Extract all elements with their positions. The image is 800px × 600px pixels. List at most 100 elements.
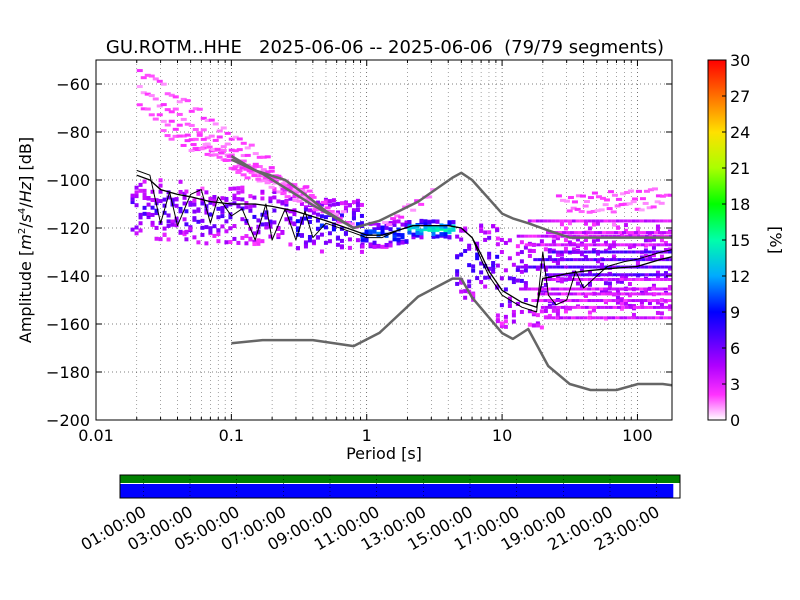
psd-cell <box>419 235 424 240</box>
psd-cell <box>571 277 576 281</box>
psd-cell <box>240 217 245 222</box>
psd-cell <box>307 238 312 243</box>
psd-cell <box>511 280 516 285</box>
psd-cell <box>288 196 293 201</box>
psd-cell <box>564 273 569 277</box>
psd-cell <box>579 268 584 273</box>
psd-cell <box>188 138 195 142</box>
psd-cell <box>368 231 373 236</box>
psd-cell <box>268 196 273 201</box>
psd-cell <box>652 305 657 309</box>
psd-cell <box>140 107 147 111</box>
psd-cell <box>623 250 628 254</box>
psd-cell <box>200 225 205 230</box>
psd-cell <box>532 265 537 269</box>
psd-cell <box>443 234 448 239</box>
psd-cell <box>134 190 139 195</box>
psd-cell <box>559 222 564 227</box>
psd-cell <box>663 193 670 197</box>
psd-cell <box>587 219 592 223</box>
psd-cell <box>595 219 600 223</box>
psd-cell <box>639 316 644 320</box>
colorbar-tick-label: 6 <box>730 339 740 358</box>
psd-cell <box>596 234 601 238</box>
psd-cell <box>516 234 521 238</box>
psd-cell <box>212 233 217 238</box>
psd-cell <box>664 305 669 309</box>
psd-cell <box>150 197 155 202</box>
psd-cell <box>577 292 582 296</box>
psd-cell <box>360 242 365 247</box>
psd-cell <box>252 242 257 247</box>
psd-cell <box>467 246 472 251</box>
psd-cell <box>567 219 572 223</box>
psd-cell <box>583 250 588 254</box>
psd-cell <box>639 250 644 254</box>
psd-cell <box>644 243 649 247</box>
psd-cell <box>555 219 560 223</box>
psd-cell <box>495 254 500 259</box>
psd-cell <box>272 187 277 192</box>
psd-cell <box>520 265 525 269</box>
psd-cell <box>268 179 275 183</box>
psd-cell <box>583 255 588 260</box>
psd-cell <box>648 243 653 247</box>
psd-cell <box>527 219 532 223</box>
psd-cell <box>651 219 656 223</box>
psd-cell <box>184 139 191 143</box>
psd-cell <box>643 250 648 254</box>
psd-cell <box>649 258 654 262</box>
psd-cell <box>231 167 238 171</box>
psd-cell <box>631 287 636 291</box>
psd-cell <box>150 212 155 217</box>
colorbar-tick-label: 24 <box>730 123 750 142</box>
psd-cell <box>528 265 533 269</box>
psd-cell <box>312 208 319 212</box>
psd-cell <box>602 203 609 207</box>
psd-cell <box>388 221 393 226</box>
psd-cell <box>164 108 171 112</box>
psd-cell <box>599 299 604 303</box>
psd-cell <box>247 169 254 173</box>
psd-cell <box>192 128 199 132</box>
psd-cell <box>532 234 537 238</box>
psd-cell <box>134 231 139 236</box>
psd-cell <box>451 225 456 230</box>
psd-cell <box>200 186 205 191</box>
psd-cell <box>248 171 255 175</box>
psd-cell <box>584 243 589 247</box>
y-tick-label: −140 <box>46 267 90 286</box>
psd-cell <box>543 282 548 287</box>
psd-cell <box>583 299 588 303</box>
psd-cell <box>651 277 656 281</box>
psd-cell <box>664 234 669 238</box>
psd-cell <box>583 293 588 298</box>
psd-cell <box>627 250 632 254</box>
psd-cell <box>595 250 600 254</box>
psd-cell <box>487 251 492 256</box>
psd-cell <box>667 247 672 252</box>
psd-cell <box>255 177 262 181</box>
psd-cell <box>475 256 480 261</box>
psd-cell <box>588 305 593 309</box>
psd-cell <box>635 260 640 265</box>
psd-cell <box>644 305 649 309</box>
psd-cell <box>459 280 464 285</box>
psd-cell <box>587 310 592 315</box>
psd-cell <box>619 279 624 284</box>
psd-cell <box>138 215 143 220</box>
psd-cell <box>160 119 167 123</box>
psd-cell <box>315 200 320 205</box>
psd-cell <box>260 155 267 159</box>
psd-cell <box>170 219 175 224</box>
psd-cell <box>264 178 271 182</box>
x-tick-label: 10 <box>492 426 512 445</box>
psd-cell <box>372 244 377 249</box>
psd-cell <box>543 309 548 314</box>
psd-cell <box>392 234 397 239</box>
colorbar-tick-label: 15 <box>730 231 750 250</box>
colorbar-tick-label: 21 <box>730 159 750 178</box>
psd-cell <box>303 207 308 212</box>
psd-cell <box>640 243 645 247</box>
psd-cell <box>601 292 606 296</box>
